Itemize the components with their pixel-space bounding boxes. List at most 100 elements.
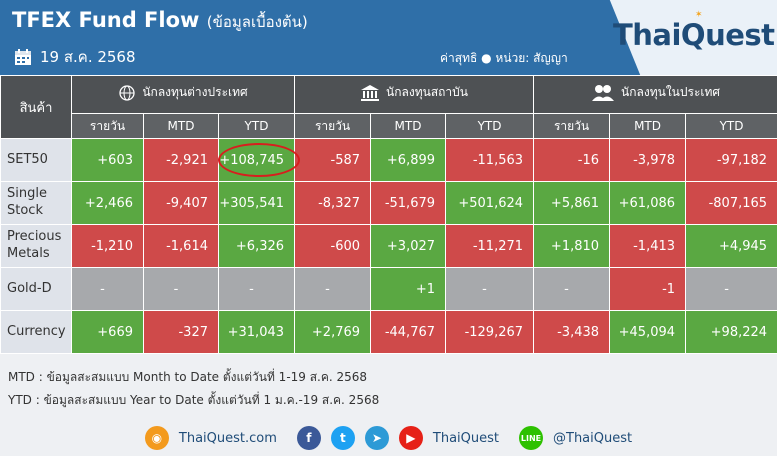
notes: MTD : ข้อมูลสะสมแบบ Month to Date ตั้งแต… xyxy=(8,366,379,412)
group-foreign-header: นักลงทุนต่างประเทศ xyxy=(70,75,296,114)
group-institution-label: นักลงทุนสถาบัน xyxy=(386,85,468,100)
line-link[interactable]: @ThaiQuest xyxy=(553,430,633,446)
value-cell: - xyxy=(294,267,372,311)
value-cell: - xyxy=(685,267,777,311)
date-text: 19 ส.ค. 2568 xyxy=(40,48,136,66)
value-cell: +45,094 xyxy=(609,310,687,354)
highlight-circle xyxy=(218,143,300,177)
value-cell: +3,027 xyxy=(370,224,447,268)
value-cell: -11,271 xyxy=(445,224,535,268)
value-cell: +603 xyxy=(71,138,144,182)
subheader-ytd: YTD xyxy=(685,113,777,139)
value-cell: -9,407 xyxy=(143,181,219,225)
group-institution-header: นักลงทุนสถาบัน xyxy=(294,75,535,114)
value-cell: -327 xyxy=(143,310,219,354)
value-cell: -3,978 xyxy=(609,138,687,182)
value-cell: +1,810 xyxy=(533,224,611,268)
subheader-mtd: MTD xyxy=(609,113,687,139)
value-cell: -129,267 xyxy=(445,310,535,354)
subheader-daily: รายวัน xyxy=(294,113,372,139)
value-cell: +6,326 xyxy=(217,224,296,268)
value-cell: -51,679 xyxy=(370,181,447,225)
table-body: SET50 +603 -2,921 +108,745 -587 +6,899 -11,563… xyxy=(0,138,777,354)
calendar-icon xyxy=(15,49,31,65)
value-cell: - xyxy=(533,267,611,311)
logo-sparkle-icon: ✶ xyxy=(695,10,703,20)
value-cell: -44,767 xyxy=(370,310,447,354)
value-cell: - xyxy=(217,267,296,311)
report-date: 19 ส.ค. 2568 xyxy=(14,45,136,69)
table-row: Currency +669 -327 +31,043 +2,769 -44,767 -129… xyxy=(0,310,777,354)
value-cell: -600 xyxy=(294,224,372,268)
value-cell: +5,861 xyxy=(533,181,611,225)
product-name: SET50 xyxy=(0,138,72,182)
title-subtitle: (ข้อมูลเบื้องต้น) xyxy=(206,13,308,31)
footer: ◉ ThaiQuest.com f t ➤ ▶ ThaiQuest LINE @… xyxy=(0,420,777,456)
value-cell: -587 xyxy=(294,138,372,182)
product-name: Currency xyxy=(0,310,72,354)
value-cell: -16 xyxy=(533,138,611,182)
note-ytd: YTD : ข้อมูลสะสมแบบ Year to Date ตั้งแต่… xyxy=(8,393,380,407)
value-cell: +305,541 xyxy=(217,181,296,225)
value-cell: +501,624 xyxy=(445,181,535,225)
value-cell: -8,327 xyxy=(294,181,372,225)
value-cell: -3,438 xyxy=(533,310,611,354)
value-cell: -11,563 xyxy=(445,138,535,182)
value-cell: +4,945 xyxy=(685,224,777,268)
subheader-daily: รายวัน xyxy=(71,113,144,139)
subheader-mtd: MTD xyxy=(143,113,219,139)
value-cell: - xyxy=(143,267,219,311)
table-row: Single Stock +2,466 -9,407 +305,541 -8,327 -5… xyxy=(0,181,777,225)
value-cell: +1 xyxy=(370,267,447,311)
bank-icon xyxy=(361,84,380,101)
value-cell: -97,182 xyxy=(685,138,777,182)
value-cell: +6,899 xyxy=(370,138,447,182)
table-row: SET50 +603 -2,921 +108,745 -587 +6,899 -11,563… xyxy=(0,138,777,182)
product-name: Single Stock xyxy=(0,181,72,225)
value-cell: +98,224 xyxy=(685,310,777,354)
table-row: Gold-D - - - - +1- - -1- xyxy=(0,267,777,311)
value-cell: -1,413 xyxy=(609,224,687,268)
product-name: Precious Metals xyxy=(0,224,72,268)
group-local-label: นักลงทุนในประเทศ xyxy=(621,85,721,100)
twitter-icon[interactable]: t xyxy=(330,426,355,450)
value-cell: -2,921 xyxy=(143,138,219,182)
fund-flow-table: สินค้า นักลงทุนต่างประเทศ นักลงทุนสถาบัน… xyxy=(0,75,777,354)
value-cell: - xyxy=(71,267,144,311)
subheader-ytd: YTD xyxy=(445,113,535,139)
value-cell: -1,210 xyxy=(71,224,144,268)
group-foreign-label: นักลงทุนต่างประเทศ xyxy=(142,85,248,100)
unit-note: ค่าสุทธิ ● หน่วย: สัญญา xyxy=(440,51,568,65)
product-name: Gold-D xyxy=(0,267,72,311)
value-cell: -1,614 xyxy=(143,224,219,268)
table-row: Precious Metals -1,210 -1,614 +6,326 -600 +3,… xyxy=(0,224,777,268)
page-title: TFEX Fund Flow (ข้อมูลเบื้องต้น) xyxy=(12,8,308,34)
value-cell: +2,769 xyxy=(294,310,372,354)
website-link[interactable]: ThaiQuest.com xyxy=(178,430,277,446)
title-text: TFEX Fund Flow xyxy=(12,8,200,32)
globe-icon xyxy=(119,85,135,101)
subheader-mtd: MTD xyxy=(370,113,447,139)
rss-icon[interactable]: ◉ xyxy=(144,426,169,450)
note-mtd: MTD : ข้อมูลสะสมแบบ Month to Date ตั้งแต… xyxy=(8,370,368,384)
value-cell: -1 xyxy=(609,267,687,311)
telegram-icon[interactable]: ➤ xyxy=(364,426,389,450)
facebook-icon[interactable]: f xyxy=(296,426,321,450)
youtube-icon[interactable]: ▶ xyxy=(398,426,423,450)
value-cell: +669 xyxy=(71,310,144,354)
subheader-ytd: YTD xyxy=(217,113,296,139)
line-icon[interactable]: LINE xyxy=(519,426,543,450)
youtube-link[interactable]: ThaiQuest xyxy=(432,430,499,446)
value-cell: +31,043 xyxy=(217,310,296,354)
group-local-header: นักลงทุนในประเทศ xyxy=(533,75,777,114)
product-header: สินค้า xyxy=(0,75,72,139)
subheader-daily: รายวัน xyxy=(533,113,611,139)
value-cell: - xyxy=(445,267,535,311)
value-cell: +2,466 xyxy=(71,181,144,225)
header-banner: TFEX Fund Flow (ข้อมูลเบื้องต้น) 19 ส.ค.… xyxy=(0,0,777,75)
value-cell: -807,165 xyxy=(685,181,777,225)
value-cell: +61,086 xyxy=(609,181,687,225)
people-icon xyxy=(592,84,615,101)
logo-panel xyxy=(609,0,777,75)
brand-logo: ThaiQuest xyxy=(613,18,775,52)
